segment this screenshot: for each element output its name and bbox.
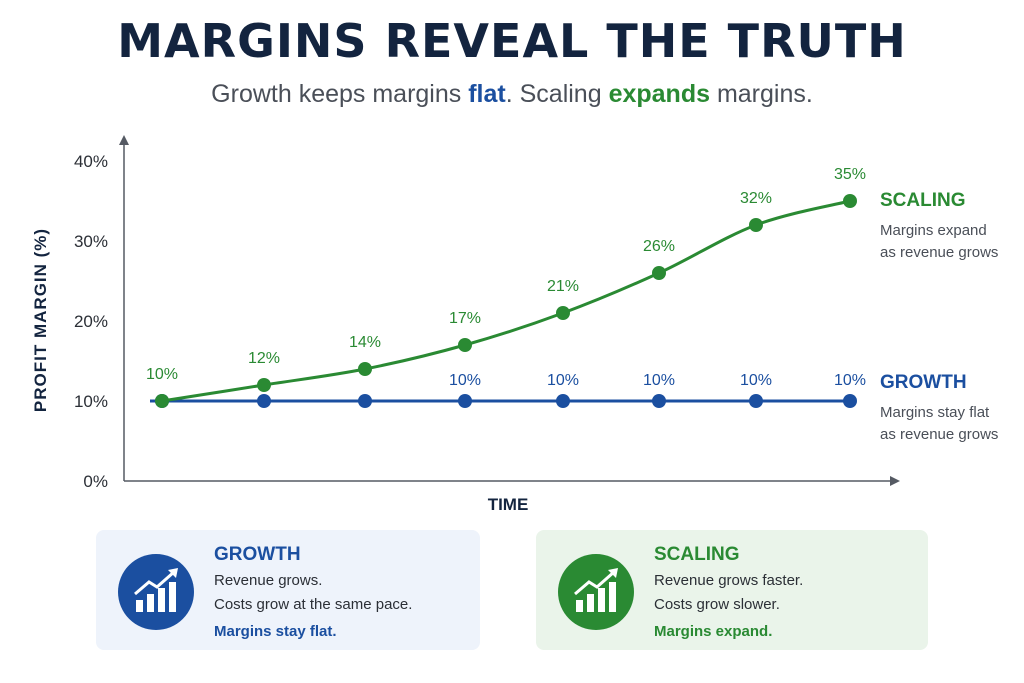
- scaling-data-label: 21%: [547, 278, 579, 295]
- scaling-series-line: [161, 199, 851, 403]
- scaling-card-line1: Revenue grows faster.: [654, 572, 804, 589]
- subtitle-expands: expands: [608, 80, 710, 108]
- x-axis-title: TIME: [488, 495, 529, 514]
- y-tick-label: 10%: [74, 392, 108, 411]
- scaling-point: [358, 362, 372, 376]
- growth-data-label: 10%: [643, 372, 675, 389]
- growth-point: [257, 394, 271, 408]
- growth-legend-note: as revenue grows: [880, 426, 998, 443]
- growth-card-line1: Revenue grows.: [214, 572, 323, 589]
- growth-badge: [118, 554, 194, 630]
- y-tick-label: 40%: [74, 152, 108, 171]
- growth-point: [358, 394, 372, 408]
- growth-data-label: 10%: [834, 372, 866, 389]
- growth-legend-note: Margins stay flat: [880, 404, 990, 421]
- scaling-point: [652, 266, 666, 280]
- scaling-card-line3: Margins expand.: [654, 623, 773, 640]
- scaling-data-label: 32%: [740, 190, 772, 207]
- y-axis-arrow-icon: [119, 135, 129, 145]
- growth-point: [843, 394, 857, 408]
- growth-point: [556, 394, 570, 408]
- scaling-card-line2: Costs grow slower.: [654, 596, 780, 613]
- growth-card: GROWTH Revenue grows. Costs grow at the …: [96, 530, 480, 650]
- scaling-legend-note: Margins expand: [880, 222, 987, 239]
- growth-data-label: 10%: [547, 372, 579, 389]
- scaling-point: [556, 306, 570, 320]
- scaling-badge: [558, 554, 634, 630]
- subtitle-part2: . Scaling: [505, 80, 609, 108]
- growth-point: [749, 394, 763, 408]
- subtitle: Growth keeps margins flat. Scaling expan…: [0, 80, 1024, 109]
- scaling-data-label: 14%: [349, 334, 381, 351]
- growth-data-label: 10%: [449, 372, 481, 389]
- growth-point: [652, 394, 666, 408]
- scaling-point: [749, 218, 763, 232]
- scaling-data-label: 26%: [643, 238, 675, 255]
- growth-legend-title: GROWTH: [880, 372, 967, 393]
- growth-card-line2: Costs grow at the same pace.: [214, 596, 413, 613]
- scaling-data-label: 17%: [449, 310, 481, 327]
- subtitle-flat: flat: [468, 80, 506, 108]
- scaling-point: [257, 378, 271, 392]
- scaling-data-label: 35%: [834, 166, 866, 183]
- scaling-card-title: SCALING: [654, 544, 740, 565]
- scaling-point: [458, 338, 472, 352]
- margin-chart: 0% 10% 20% 30% 40% PROFIT MARGIN (%) TIME 10% 12…: [31, 135, 998, 514]
- subtitle-part1: Growth keeps margins: [211, 80, 469, 108]
- growth-point: [458, 394, 472, 408]
- bar-chart-up-arrow-icon: [574, 568, 618, 612]
- scaling-card: SCALING Revenue grows faster. Costs grow…: [536, 530, 928, 650]
- scaling-legend-title: SCALING: [880, 190, 966, 211]
- subtitle-part3: margins.: [710, 80, 813, 108]
- page-title: MARGINS REVEAL THE TRUTH: [117, 14, 907, 68]
- scaling-point: [155, 394, 169, 408]
- x-axis-arrow-icon: [890, 476, 900, 486]
- scaling-point: [843, 194, 857, 208]
- y-axis-title: PROFIT MARGIN (%): [31, 228, 50, 412]
- growth-card-title: GROWTH: [214, 544, 301, 565]
- y-tick-label: 30%: [74, 232, 108, 251]
- scaling-legend-note: as revenue grows: [880, 244, 998, 261]
- bar-chart-up-arrow-icon: [134, 568, 178, 612]
- scaling-data-label: 12%: [248, 350, 280, 367]
- growth-data-label: 10%: [740, 372, 772, 389]
- y-tick-label: 0%: [83, 472, 108, 491]
- y-tick-label: 20%: [74, 312, 108, 331]
- scaling-data-label: 10%: [146, 366, 178, 383]
- growth-card-line3: Margins stay flat.: [214, 623, 337, 640]
